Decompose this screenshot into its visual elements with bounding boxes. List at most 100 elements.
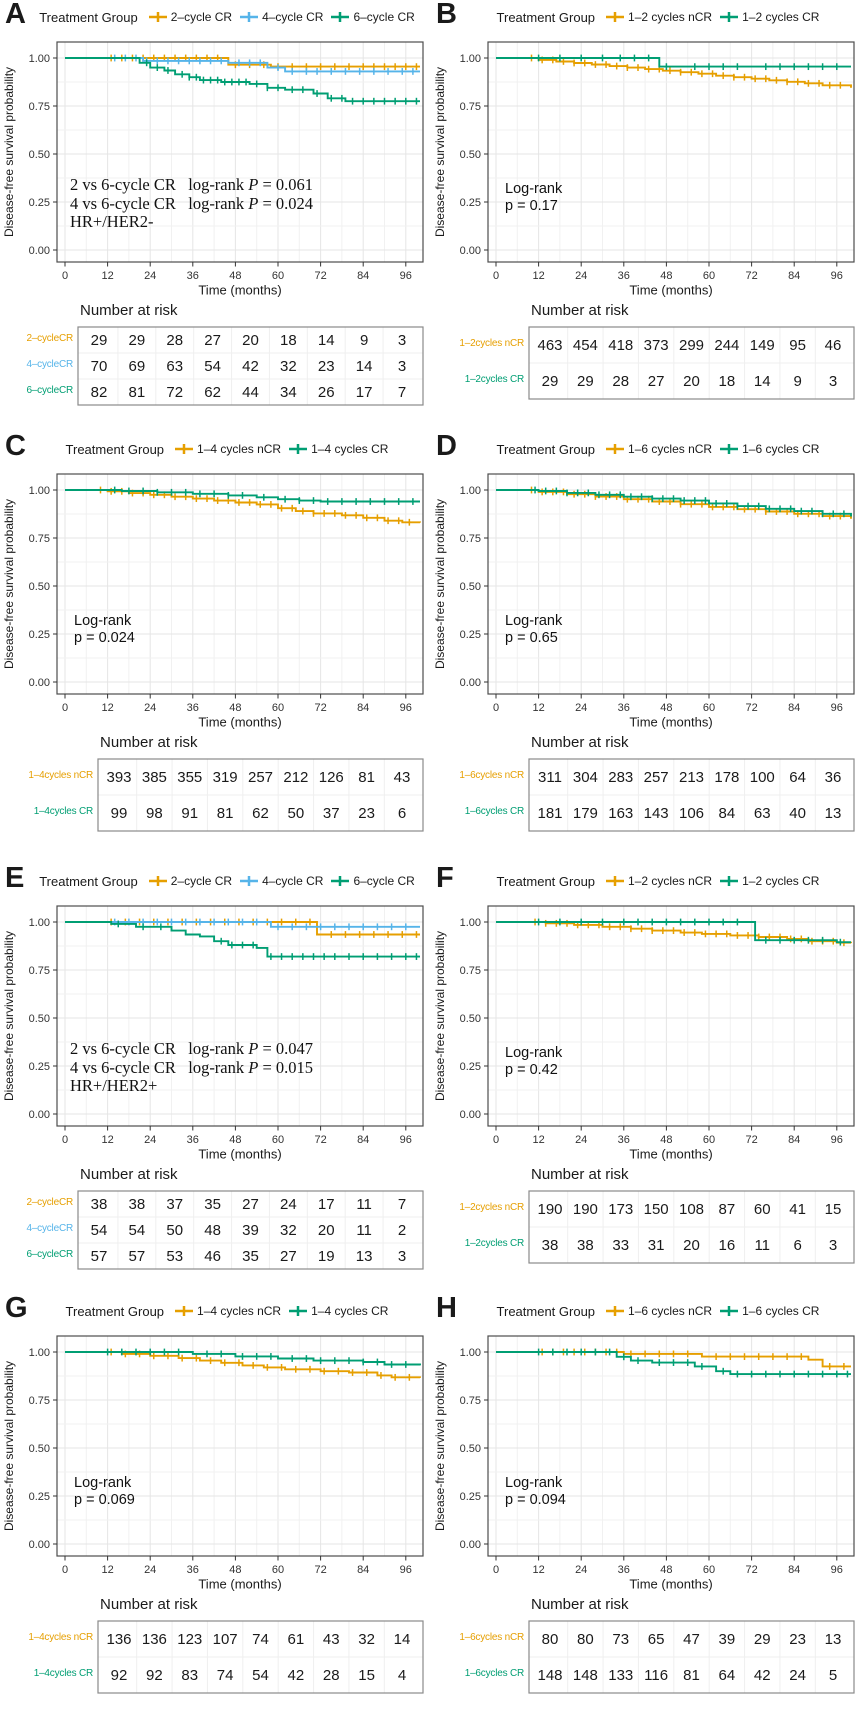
risk-table-title: Number at risk (80, 1166, 178, 1183)
risk-count: 39 (242, 1222, 259, 1239)
x-tick-label: 84 (788, 1134, 800, 1146)
x-tick-label: 12 (532, 270, 544, 282)
risk-count: 84 (719, 805, 736, 822)
x-axis-title: Time (months) (629, 1147, 712, 1162)
risk-count: 150 (644, 1201, 669, 1218)
risk-count: 38 (577, 1237, 594, 1254)
legend-item: 1–4 cycles CR (288, 1304, 388, 1318)
y-tick-label: 0.25 (29, 197, 50, 209)
risk-count: 35 (204, 1196, 221, 1213)
annotation-line: p = 0.65 (505, 630, 558, 646)
x-tick-label: 24 (144, 702, 156, 714)
panel-G: G Treatment Group 1–4 cycles nCR 1–4 cycles… (0, 1292, 430, 1721)
risk-count: 20 (683, 1237, 700, 1254)
plot-border (487, 41, 855, 263)
risk-count: 27 (280, 1248, 297, 1265)
legend-item-label: 1–4 cycles CR (311, 442, 389, 456)
km-plus-icon (606, 1306, 625, 1316)
x-tick-label: 48 (660, 1134, 672, 1146)
y-tick-label: 0.50 (29, 1013, 50, 1025)
risk-count: 14 (356, 358, 373, 375)
risk-count: 20 (318, 1222, 335, 1239)
risk-table: 393 385 355 319 257 212 126 81 43 99 98 91 81 62 50 37 2… (97, 758, 424, 832)
risk-count: 212 (283, 769, 308, 786)
panel-letter-H: H (436, 1292, 457, 1324)
y-tick-label: 0.00 (460, 245, 481, 257)
risk-row-label: 6–cycleCR (26, 1249, 73, 1260)
annotation-text: p = 0.094 (505, 1492, 566, 1508)
km-plus-icon (720, 1306, 739, 1316)
x-tick-label: 48 (660, 702, 672, 714)
y-tick-label: 0.25 (29, 1061, 50, 1073)
risk-table-title: Number at risk (80, 302, 178, 319)
risk-count: 92 (111, 1667, 128, 1684)
legend-title: Treatment Group (65, 1303, 165, 1319)
x-tick-label: 60 (703, 1564, 715, 1576)
legend-item-label: 1–4 cycles CR (311, 1304, 389, 1318)
survival-curve (65, 921, 420, 958)
risk-count: 87 (719, 1201, 736, 1218)
legend-item: 1–6 cycles CR (719, 442, 819, 456)
annotation-line: Log-rank (74, 613, 132, 629)
legend: Treatment Group 1–4 cycles nCR 1–4 cycles … (26, 437, 428, 461)
panel-E: E Treatment Group 2–cycle CR 4–cycle CR 6–cy… (0, 862, 430, 1294)
annotation-line: HR+/HER2- (70, 212, 154, 231)
risk-count: 47 (683, 1631, 700, 1648)
risk-count: 3 (398, 1248, 406, 1265)
y-axis-title: Disease-free survival probability (433, 67, 447, 237)
risk-count: 190 (537, 1201, 562, 1218)
x-axis-title: Time (months) (198, 715, 281, 730)
annotation-text: Log-rank (74, 613, 132, 629)
y-tick-label: 0.75 (460, 1395, 481, 1407)
risk-count: 70 (91, 358, 108, 375)
risk-count: 126 (319, 769, 344, 786)
x-tick-label: 84 (357, 702, 369, 714)
annotation-line: Log-rank (505, 1475, 563, 1491)
annotation-text: Log-rank (505, 613, 563, 629)
x-tick-label: 72 (745, 1564, 757, 1576)
x-tick-label: 12 (101, 1134, 113, 1146)
y-tick-label: 0.50 (460, 1443, 481, 1455)
risk-count: 27 (242, 1196, 259, 1213)
km-plus-icon (289, 1306, 308, 1316)
legend-item: 1–6 cycles nCR (605, 1304, 712, 1318)
x-axis-title: Time (months) (198, 1577, 281, 1592)
risk-count: 385 (142, 769, 167, 786)
x-tick-label: 36 (187, 1564, 199, 1576)
annotation-line: 4 vs 6-cycle CR log-rank P = 0.024 (70, 194, 313, 213)
y-tick-label: 0.75 (460, 101, 481, 113)
x-axis-title: Time (months) (198, 1147, 281, 1162)
risk-count: 143 (644, 805, 669, 822)
y-axis-title: Disease-free survival probability (433, 1361, 447, 1531)
risk-count: 373 (644, 337, 669, 354)
annotation-text: p = 0.42 (505, 1062, 558, 1078)
y-tick-label: 0.75 (29, 101, 50, 113)
y-tick-label: 0.75 (460, 533, 481, 545)
x-tick-label: 24 (144, 270, 156, 282)
panel-letter-E: E (5, 862, 25, 894)
legend-item-label: 6–cycle CR (353, 10, 415, 24)
legend-item-label: 1–6 cycles nCR (628, 1304, 713, 1318)
risk-count: 72 (166, 384, 183, 401)
risk-count: 123 (177, 1631, 202, 1648)
legend-item-label: 1–2 cycles CR (742, 874, 820, 888)
panel-letter-F: F (436, 862, 454, 894)
x-tick-label: 12 (101, 702, 113, 714)
risk-count: 81 (683, 1667, 700, 1684)
risk-count: 62 (204, 384, 221, 401)
risk-row-label: 1–4cycles CR (33, 806, 93, 817)
risk-count: 38 (542, 1237, 559, 1254)
annotation-line: Log-rank (505, 613, 563, 629)
risk-count: 23 (358, 805, 375, 822)
risk-count: 81 (129, 384, 146, 401)
risk-count: 3 (398, 332, 406, 349)
risk-count: 23 (789, 1631, 806, 1648)
risk-count: 311 (538, 769, 562, 786)
x-tick-label: 0 (62, 1134, 68, 1146)
x-tick-label: 60 (703, 1134, 715, 1146)
risk-count: 20 (683, 373, 700, 390)
panel-letter-G: G (5, 1292, 28, 1324)
x-tick-label: 24 (144, 1134, 156, 1146)
risk-count: 42 (242, 358, 259, 375)
